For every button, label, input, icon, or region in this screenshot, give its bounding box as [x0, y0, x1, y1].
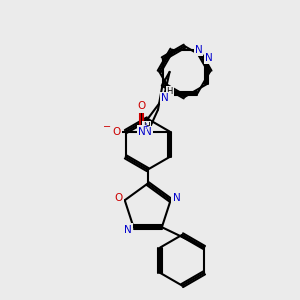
Text: N: N: [172, 193, 180, 203]
Text: O: O: [115, 193, 123, 203]
Text: N: N: [161, 93, 169, 103]
Text: O: O: [112, 127, 121, 136]
Text: O: O: [138, 101, 146, 112]
Text: H: H: [143, 122, 150, 131]
Text: N: N: [195, 45, 202, 55]
Text: N: N: [124, 224, 132, 235]
Text: +: +: [142, 122, 148, 131]
Text: N: N: [138, 127, 146, 136]
Text: −: −: [103, 122, 111, 132]
Text: H: H: [167, 87, 173, 96]
Text: N: N: [144, 127, 152, 137]
Text: N: N: [205, 53, 213, 63]
